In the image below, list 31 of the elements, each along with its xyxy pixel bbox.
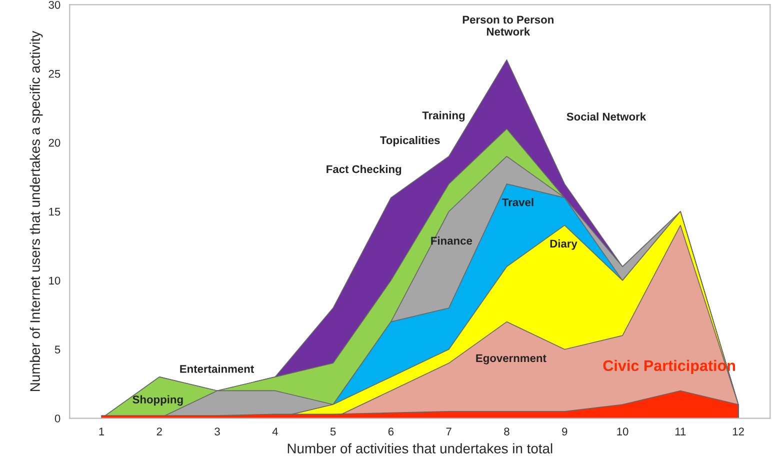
x-tick-label: 7 (446, 428, 452, 436)
x-tick-label: 12 (732, 428, 744, 436)
y-tick-label: 30 (48, 0, 60, 9)
annotation: Travel (502, 198, 534, 206)
y-tick-label: 15 (49, 208, 60, 216)
y-axis-title: Number of Internet users that undertakes a specific activity (30, 30, 43, 391)
x-tick-label: 9 (562, 428, 568, 436)
y-tick-label: 20 (48, 138, 60, 147)
y-tick-label: 5 (54, 346, 60, 354)
annotation: Person to Person Network (462, 16, 554, 36)
x-tick-label: 3 (214, 428, 220, 436)
annotation: Training (422, 111, 465, 122)
x-tick-label: 10 (617, 428, 628, 436)
x-tick-label: 1 (99, 428, 104, 436)
x-tick-label: 11 (675, 428, 686, 436)
x-axis-title: Number of activities that undertakes in total (288, 443, 552, 454)
x-tick-label: 8 (504, 428, 510, 436)
y-tick-label: 0 (54, 414, 60, 422)
x-tick-label: 4 (272, 428, 278, 436)
y-tick-label: 25 (48, 70, 60, 78)
annotation: Social Network (566, 112, 646, 121)
annotation: Diary (550, 239, 578, 250)
annotation: Topicalities (380, 136, 440, 146)
annotation: Entertainment (180, 364, 254, 373)
x-tick-label: 5 (330, 428, 336, 436)
annotation: Egovernment (476, 354, 546, 364)
y-tick-label: 10 (49, 276, 60, 285)
x-tick-label: 2 (156, 428, 162, 436)
x-tick-label: 6 (388, 428, 394, 436)
annotation: Fact Checking (326, 164, 402, 176)
annotation: Shopping (132, 395, 183, 406)
